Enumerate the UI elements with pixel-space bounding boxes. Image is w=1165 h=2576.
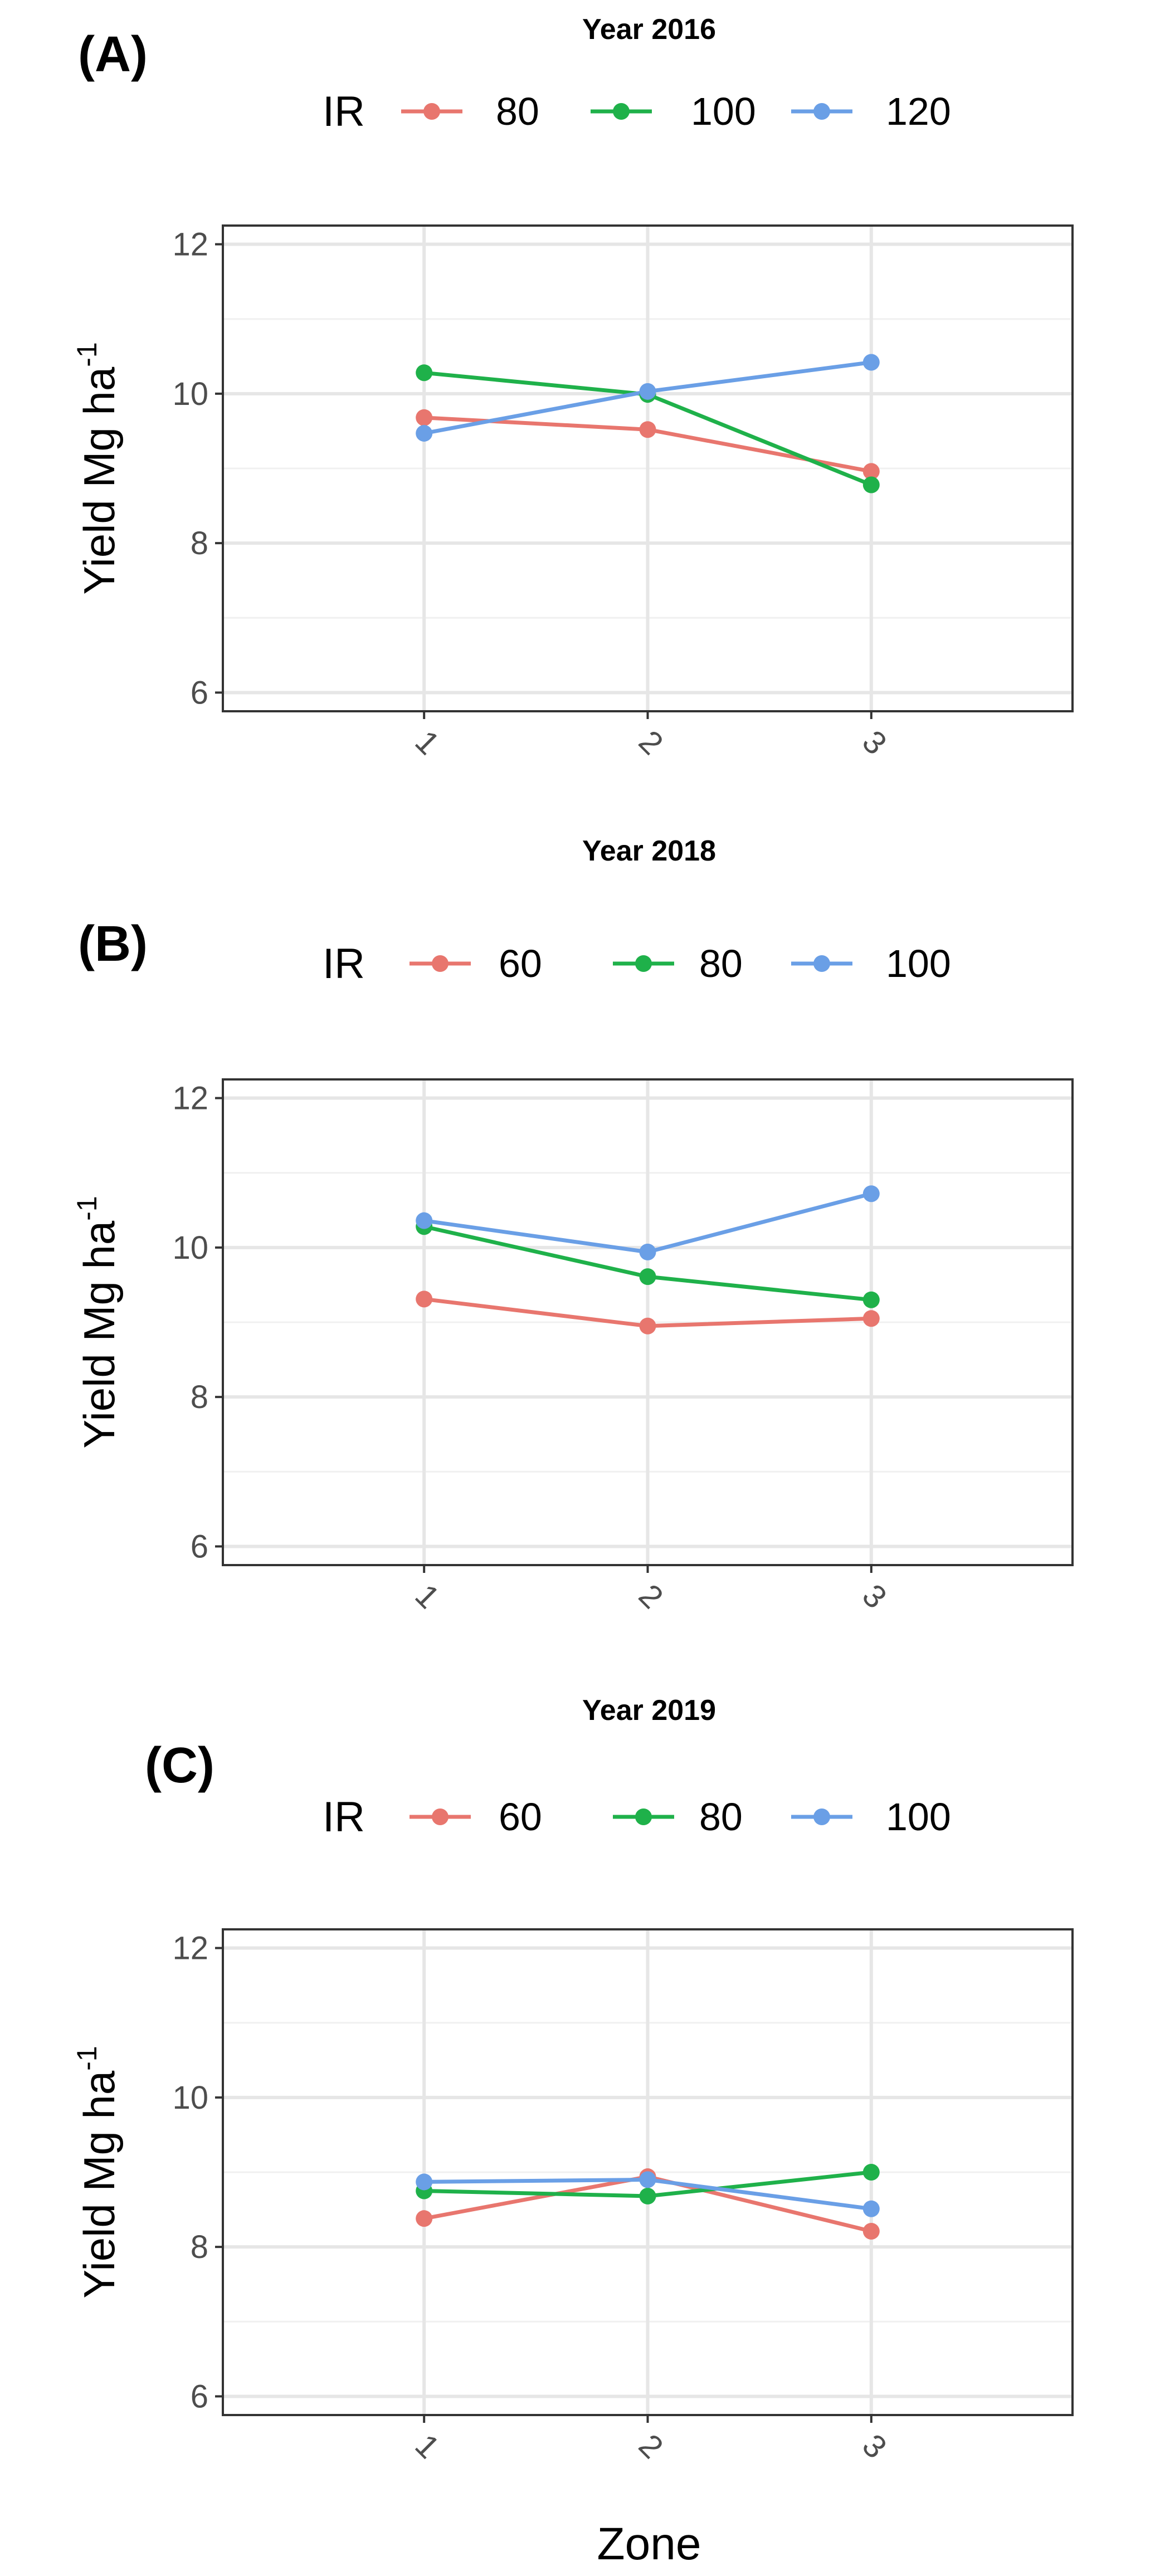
y-tick-label: 12: [172, 1081, 208, 1117]
legend-item-label: 80: [496, 90, 539, 133]
chart-title: Year 2018: [582, 835, 716, 867]
data-point: [639, 1243, 656, 1260]
legend-title: IR: [323, 940, 365, 988]
data-point: [416, 2210, 433, 2227]
data-point: [639, 2171, 656, 2188]
y-axis-title: Yield Mg ha-1: [71, 1196, 124, 1448]
y-tick-label: 8: [191, 2229, 208, 2265]
legend-item-label: 100: [691, 90, 756, 133]
data-point: [862, 1310, 880, 1327]
data-point: [862, 2222, 880, 2240]
data-point: [416, 409, 433, 426]
data-point: [862, 463, 880, 480]
data-point: [416, 1212, 433, 1229]
y-tick-label: 6: [191, 674, 208, 711]
y-axis-title-main: Yield Mg ha: [75, 2070, 124, 2299]
legend-key-point: [423, 103, 440, 120]
y-tick-label: 8: [191, 525, 208, 561]
legend-key-point: [613, 103, 630, 120]
y-tick-label: 10: [172, 1230, 208, 1266]
legend-key-point: [635, 955, 652, 972]
data-point: [639, 2187, 656, 2204]
data-point: [639, 421, 656, 438]
panel-label: (C): [145, 1738, 215, 1793]
legend: IR 80 100 120: [323, 88, 951, 135]
chart-title: Year 2019: [582, 1694, 716, 1727]
x-axis-title: Zone: [597, 2519, 701, 2569]
data-point: [639, 1268, 656, 1285]
y-tick-label: 6: [191, 1528, 208, 1565]
legend-item-label: 80: [699, 942, 743, 985]
y-tick-label: 6: [191, 2378, 208, 2414]
legend-key-point: [432, 955, 449, 972]
data-point: [416, 364, 433, 382]
legend-key-point: [635, 1808, 652, 1825]
y-axis-title: Yield Mg ha-1: [71, 2046, 124, 2298]
data-point: [862, 2200, 880, 2217]
y-tick-label: 12: [172, 1930, 208, 1967]
data-point: [416, 424, 433, 442]
panel-label: (B): [78, 916, 148, 972]
legend-title: IR: [323, 1793, 365, 1841]
legend: IR 60 80 100: [323, 940, 951, 988]
data-point: [862, 1185, 880, 1203]
legend-item-label: 60: [499, 942, 542, 985]
y-axis-title-superscript: -1: [71, 1196, 103, 1220]
y-axis-title-superscript: -1: [71, 2046, 103, 2070]
panel-label: (A): [78, 27, 148, 82]
legend-key-point: [813, 1808, 830, 1825]
legend-item-label: 100: [886, 1795, 951, 1839]
y-axis-title: Yield Mg ha-1: [71, 342, 124, 594]
data-point: [639, 1317, 656, 1335]
y-tick-label: 10: [172, 2080, 208, 2116]
data-point: [416, 1291, 433, 1308]
y-axis-title-main: Yield Mg ha: [75, 366, 124, 595]
legend-key-point: [813, 103, 830, 120]
y-axis-title-main: Yield Mg ha: [75, 1220, 124, 1449]
y-tick-label: 12: [172, 227, 208, 263]
legend-item-label: 100: [886, 942, 951, 985]
data-point: [862, 354, 880, 371]
legend-item-label: 120: [886, 90, 951, 133]
data-point: [862, 1291, 880, 1308]
y-tick-label: 8: [191, 1379, 208, 1415]
y-tick-label: 10: [172, 376, 208, 412]
legend-item-label: 80: [699, 1795, 743, 1839]
data-point: [639, 383, 656, 400]
legend-key-point: [432, 1808, 449, 1825]
legend: IR 60 80 100: [323, 1793, 951, 1841]
y-axis-title-superscript: -1: [71, 342, 103, 366]
legend-item-label: 60: [499, 1795, 542, 1839]
data-point: [862, 2164, 880, 2181]
data-point: [862, 476, 880, 493]
legend-title: IR: [323, 88, 365, 135]
data-point: [416, 2173, 433, 2191]
legend-key-point: [813, 955, 830, 972]
chart-title: Year 2016: [582, 13, 716, 46]
